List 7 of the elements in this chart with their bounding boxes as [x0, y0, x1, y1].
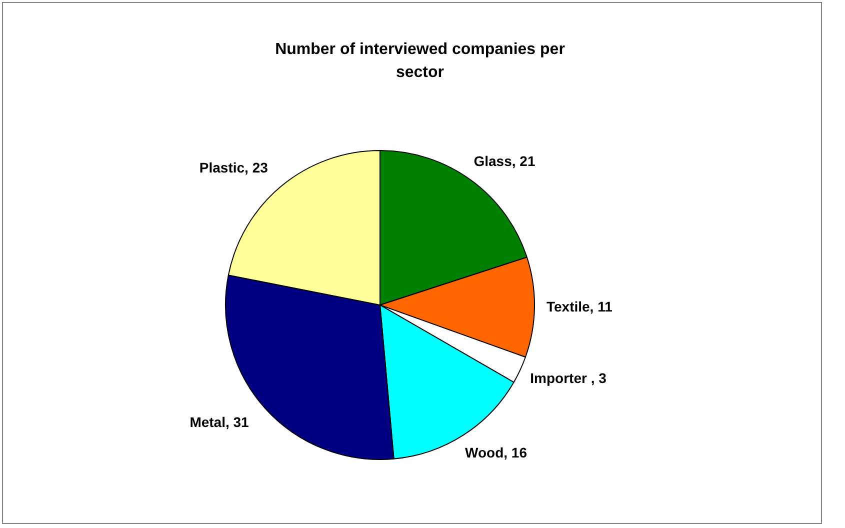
- slice-label: Importer , 3: [530, 370, 607, 386]
- slice-label: Wood, 16: [465, 444, 528, 461]
- slice-label: Textile, 11: [546, 298, 613, 314]
- slice-label: Glass, 21: [474, 153, 536, 170]
- slice-label: Metal, 31: [190, 414, 250, 430]
- slice-label: Plastic, 23: [199, 160, 268, 176]
- chart-title: Number of interviewed companies per sector: [275, 40, 565, 83]
